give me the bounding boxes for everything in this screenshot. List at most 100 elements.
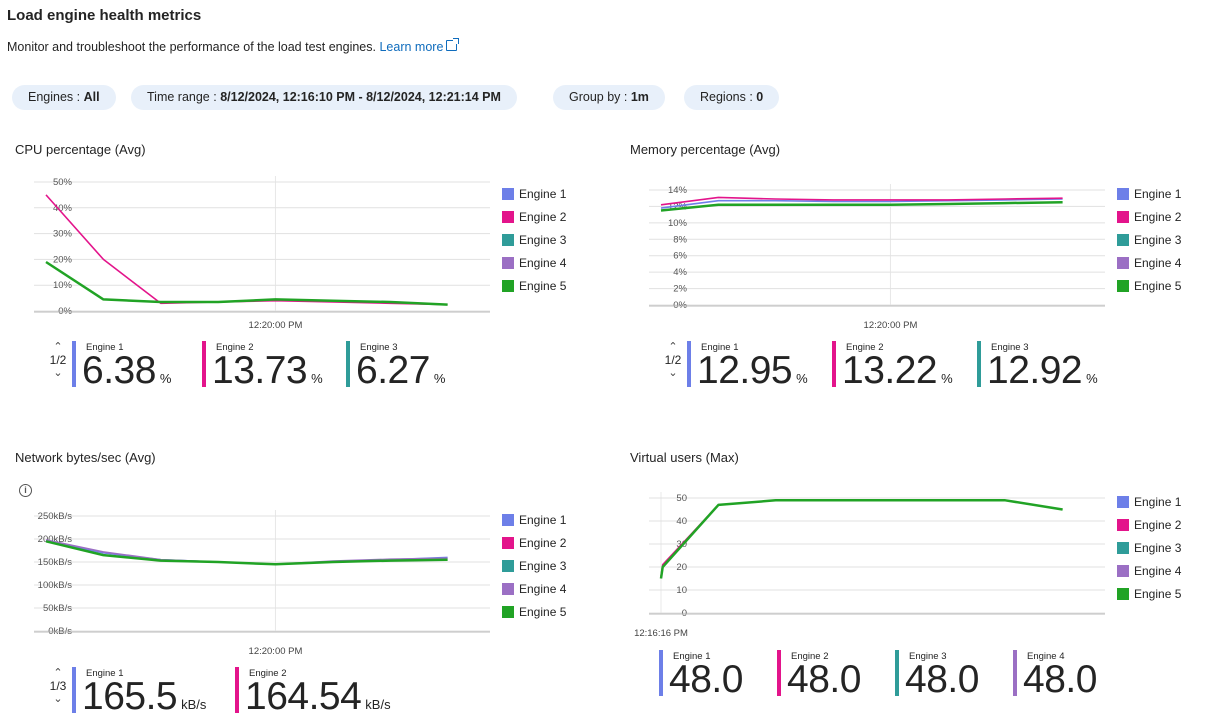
metric-tile: Engine 3 6.27% (346, 341, 445, 391)
legend-item-engine-4[interactable]: Engine 4 (502, 577, 566, 600)
legend-label: Engine 5 (1134, 278, 1182, 293)
time-range-filter-pill[interactable]: Time range : 8/12/2024, 12:16:10 PM - 8/… (131, 85, 517, 110)
legend-label: Engine 1 (519, 512, 567, 527)
metric-tile: Engine 3 12.92% (977, 341, 1098, 391)
legend-label: Engine 4 (519, 581, 567, 596)
legend-label: Engine 2 (519, 209, 567, 224)
legend-item-engine-2[interactable]: Engine 2 (1117, 205, 1181, 228)
vusers-legend: Engine 1 Engine 2 Engine 3 Engine 4 Engine 5 (1117, 490, 1181, 605)
metric-tile-label: Engine 2 (791, 651, 829, 662)
legend-label: Engine 3 (1134, 540, 1182, 555)
metric-tile: Engine 1 165.5 kB/s (72, 667, 206, 717)
metric-tile: Engine 1 12.95% (687, 341, 808, 391)
legend-item-engine-4[interactable]: Engine 4 (1117, 559, 1181, 582)
external-link-icon (446, 38, 460, 51)
legend-item-engine-1[interactable]: Engine 1 (502, 508, 566, 531)
metric-tile-value: 12.92% (987, 351, 1098, 399)
legend-item-engine-3[interactable]: Engine 3 (502, 228, 566, 251)
metric-tile-value: 12.95% (697, 351, 808, 399)
y-tick-label: 50kB/s (43, 603, 72, 614)
learn-more-label: Learn more (379, 40, 444, 54)
legend-label: Engine 1 (519, 186, 567, 201)
legend-swatch (502, 256, 514, 269)
metric-tile-label: Engine 2 (249, 668, 287, 679)
pager-up-icon[interactable]: ⌃ (53, 341, 63, 353)
y-tick-label: 2% (673, 284, 687, 295)
legend-swatch (502, 536, 514, 549)
metric-tile: Engine 1 6.38% (72, 341, 171, 391)
legend-swatch (1117, 564, 1129, 577)
legend-item-engine-1[interactable]: Engine 1 (1117, 490, 1181, 513)
metric-tile: Engine 2 48.0 (777, 650, 861, 700)
legend-item-engine-3[interactable]: Engine 3 (502, 554, 566, 577)
memory-panel-title: Memory percentage (Avg) (630, 142, 781, 157)
group-by-filter-value: 1m (630, 90, 649, 104)
legend-label: Engine 1 (1134, 186, 1182, 201)
metric-value: 48.0 (669, 658, 743, 701)
x-tick-label: 12:20:00 PM (249, 646, 303, 657)
metric-unit: % (159, 371, 172, 386)
legend-item-engine-3[interactable]: Engine 3 (1117, 228, 1181, 251)
memory-tile-pager: ⌃ 1/2 ⌄ (663, 341, 683, 379)
legend-item-engine-5[interactable]: Engine 5 (502, 600, 566, 623)
legend-item-engine-4[interactable]: Engine 4 (1117, 251, 1181, 274)
legend-item-engine-2[interactable]: Engine 2 (502, 531, 566, 554)
regions-filter-pill[interactable]: Regions : 0 (684, 85, 780, 110)
pager-up-icon[interactable]: ⌃ (668, 341, 678, 353)
metric-tile-value: 164.54 kB/s (245, 677, 391, 725)
metric-tile-value: 13.73% (212, 351, 323, 399)
pager-down-icon[interactable]: ⌄ (668, 367, 678, 379)
metric-tile-label: Engine 1 (86, 342, 124, 353)
legend-item-engine-1[interactable]: Engine 1 (1117, 182, 1181, 205)
network-tile-pager: ⌃ 1/3 ⌄ (48, 667, 68, 705)
network-chart: 0kB/s50kB/s100kB/s150kB/s200kB/s250kB/s1… (34, 510, 490, 657)
metric-value: 6.27 (356, 349, 430, 392)
learn-more-link[interactable]: Learn more (379, 38, 460, 54)
page-description: Monitor and troubleshoot the performance… (7, 38, 460, 54)
y-tick-label: 10% (668, 218, 688, 229)
metric-tile: Engine 3 48.0 (895, 650, 979, 700)
legend-item-engine-5[interactable]: Engine 5 (1117, 582, 1181, 605)
legend-swatch (502, 233, 514, 246)
metric-tile-label: Engine 1 (86, 668, 124, 679)
legend-item-engine-5[interactable]: Engine 5 (1117, 274, 1181, 297)
metric-tile-label: Engine 1 (673, 651, 711, 662)
memory-legend: Engine 1 Engine 2 Engine 3 Engine 4 Engine 5 (1117, 182, 1181, 297)
pager-up-icon[interactable]: ⌃ (53, 667, 63, 679)
legend-label: Engine 5 (519, 604, 567, 619)
y-tick-label: 50 (676, 493, 687, 504)
legend-item-engine-3[interactable]: Engine 3 (1117, 536, 1181, 559)
pager-down-icon[interactable]: ⌄ (53, 367, 63, 379)
vusers-panel-title: Virtual users (Max) (630, 450, 739, 465)
engines-filter-pill[interactable]: Engines : All (12, 85, 116, 110)
legend-item-engine-1[interactable]: Engine 1 (502, 182, 566, 205)
pager-down-icon[interactable]: ⌄ (53, 693, 63, 705)
legend-swatch (1117, 279, 1129, 292)
legend-item-engine-5[interactable]: Engine 5 (502, 274, 566, 297)
cpu-tile-pager: ⌃ 1/2 ⌄ (48, 341, 68, 379)
metric-unit: % (796, 371, 808, 386)
y-tick-label: 6% (673, 251, 687, 262)
metric-tile: Engine 2 164.54 kB/s (235, 667, 391, 717)
metric-tile-value: 13.22% (842, 351, 953, 399)
metric-value: 12.95 (697, 349, 793, 392)
metric-tile-label: Engine 3 (360, 342, 398, 353)
y-tick-label: 14% (668, 185, 688, 196)
memory-pager-text: 1/2 (664, 353, 682, 367)
info-icon[interactable]: i (19, 484, 32, 497)
engines-filter-value: All (83, 90, 100, 104)
y-tick-label: 4% (673, 267, 687, 278)
series-line-engine-1 (660, 198, 1063, 209)
group-by-filter-pill[interactable]: Group by : 1m (553, 85, 665, 110)
metric-value: 6.38 (82, 349, 156, 392)
x-tick-label: 12:16:16 PM (634, 628, 688, 639)
metric-tile: Engine 2 13.73% (202, 341, 323, 391)
legend-label: Engine 1 (1134, 494, 1182, 509)
metric-tile-value: 6.38% (82, 351, 171, 399)
legend-swatch (502, 279, 514, 292)
legend-item-engine-2[interactable]: Engine 2 (502, 205, 566, 228)
legend-item-engine-2[interactable]: Engine 2 (1117, 513, 1181, 536)
legend-item-engine-4[interactable]: Engine 4 (502, 251, 566, 274)
metric-unit: % (1086, 371, 1098, 386)
metric-tile-value: 48.0 (1023, 660, 1097, 700)
